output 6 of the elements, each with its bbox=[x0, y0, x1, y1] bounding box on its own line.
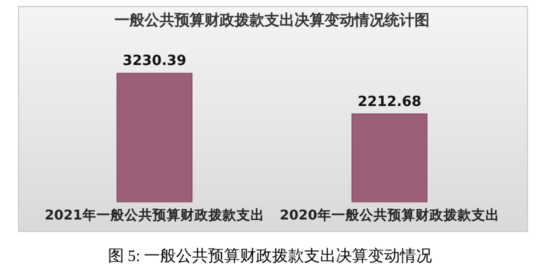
data-label: 2212.68 bbox=[358, 94, 422, 110]
chart-title: 一般公共预算财政拨款支出决算变动情况统计图 bbox=[114, 11, 430, 29]
x-tick-label: 2020年一般公共预算财政拨款支出 bbox=[280, 208, 500, 224]
x-tick-label: 2021年一般公共预算财政拨款支出 bbox=[44, 208, 264, 224]
caption: 图 5: 一般公共预算财政拨款支出决算变动情况 bbox=[106, 246, 434, 267]
data-label: 3230.39 bbox=[122, 53, 186, 70]
